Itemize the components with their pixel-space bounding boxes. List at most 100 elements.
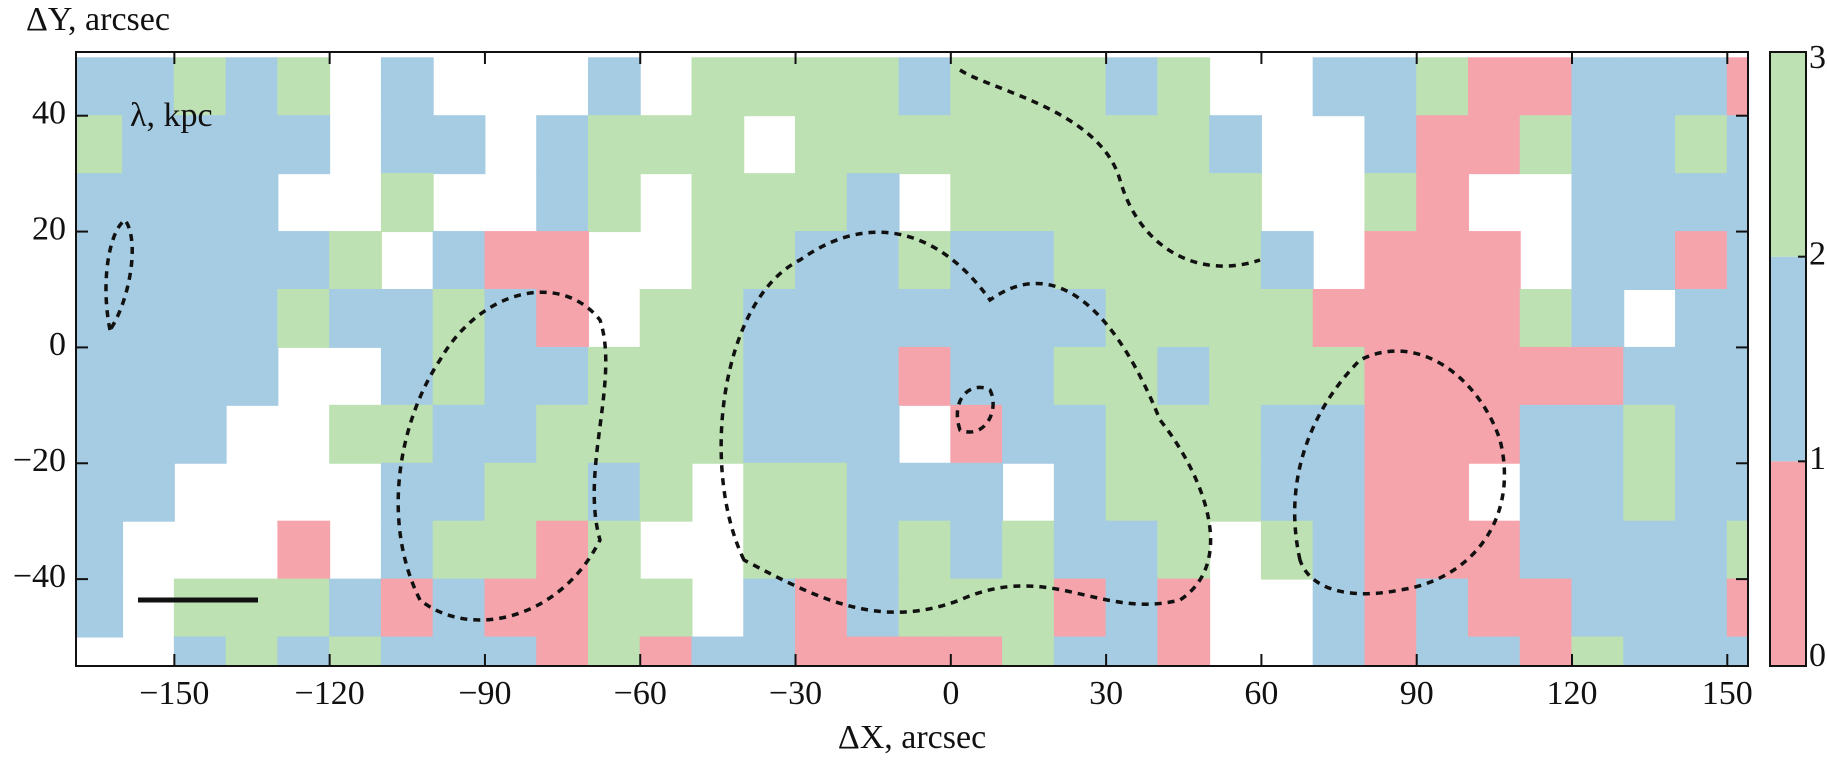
contour-cell (1519, 404, 1573, 464)
contour-cell (1209, 231, 1262, 290)
contour-cell (432, 288, 486, 348)
contour-cell (1571, 578, 1625, 638)
y-tick-label: −40 (13, 558, 66, 595)
contour-cell (1364, 231, 1418, 290)
contour-cell (225, 288, 279, 348)
contour-cell (691, 173, 745, 233)
contour-cell (846, 288, 900, 348)
contour-cell (1002, 578, 1055, 638)
contour-cell (277, 115, 331, 175)
y-axis-label: ΔY, arcsec (26, 1, 170, 38)
contour-cell (846, 231, 900, 290)
contour-cell (277, 57, 331, 117)
contour-cell (743, 636, 797, 666)
contour-cell (898, 231, 952, 290)
contour-cell (691, 346, 745, 406)
contour-cell (1312, 346, 1366, 406)
contour-cell (691, 288, 745, 348)
contour-cell (691, 636, 745, 666)
contour-cell (1157, 288, 1211, 348)
contour-cell (173, 231, 227, 290)
contour-cell (1260, 404, 1314, 464)
contour-cell (950, 288, 1004, 348)
contour-cell (1571, 462, 1625, 522)
contour-cell (277, 288, 331, 348)
contour-cell (1002, 115, 1055, 175)
contour-cell (1053, 57, 1107, 117)
contour-cell (432, 404, 486, 464)
contour-cell (1467, 520, 1521, 580)
contour-cell (536, 288, 589, 348)
contour-cell (76, 173, 124, 233)
contour-cell (1726, 636, 1748, 666)
contour-cell (898, 462, 952, 522)
contour-cell (1105, 288, 1159, 348)
contour-cell (1312, 578, 1366, 638)
x-tick-label: −30 (769, 675, 822, 712)
contour-cell (1675, 346, 1728, 406)
contour-cell (1623, 173, 1677, 233)
contour-cell (743, 231, 797, 290)
contour-cell (173, 57, 227, 117)
contour-cell (795, 520, 848, 580)
contour-cell (1260, 346, 1314, 406)
contour-cell (225, 578, 279, 638)
contour-cell (76, 57, 124, 117)
contour-cell (484, 636, 538, 666)
contour-cell (950, 57, 1004, 117)
contour-cell (1416, 231, 1469, 290)
x-tick-label: 0 (942, 675, 959, 712)
contour-cell (329, 231, 382, 290)
contour-cell (1416, 462, 1469, 522)
contour-cell (1364, 115, 1418, 175)
contour-cell (1312, 462, 1366, 522)
contour-cell (1675, 404, 1728, 464)
contour-cell (846, 115, 900, 175)
contour-cell (1416, 636, 1469, 666)
x-tick-label: 90 (1400, 675, 1434, 712)
contour-cell (846, 173, 900, 233)
contour-cell (1675, 520, 1728, 580)
contour-cell (639, 404, 693, 464)
contour-cell (225, 57, 279, 117)
contour-cell (1726, 231, 1748, 290)
contour-cell (1002, 346, 1055, 406)
contour-cell (639, 578, 693, 638)
contour-cell (587, 173, 641, 233)
colorbar-band (1771, 52, 1805, 257)
contour-cell (1209, 404, 1262, 464)
contour-cell (173, 115, 227, 175)
contour-cell (1260, 231, 1314, 290)
contour-cell (76, 404, 124, 464)
contour-cell (743, 173, 797, 233)
contour-cell (76, 346, 124, 406)
contour-cell (950, 231, 1004, 290)
contour-cell (950, 520, 1004, 580)
contour-lines (104, 68, 1507, 622)
annotation: λ, kpc (130, 97, 213, 134)
contour-cell (1209, 346, 1262, 406)
contour-cell (1675, 173, 1728, 233)
contour-cell (536, 462, 589, 522)
contour-cell (380, 57, 434, 117)
contour-cell (76, 462, 124, 522)
contour-cell (277, 578, 331, 638)
contour-cell (1726, 57, 1748, 117)
contour-cell (1364, 288, 1418, 348)
contour-cell (484, 346, 538, 406)
contour-cell (380, 462, 434, 522)
contour-cell (1571, 636, 1625, 666)
contour-cell (1053, 288, 1107, 348)
contour-cell (639, 115, 693, 175)
contour-cell (795, 231, 848, 290)
contour-cell (1675, 578, 1728, 638)
contour-cell (536, 231, 589, 290)
contour-cell (1002, 404, 1055, 464)
contour-cell (173, 636, 227, 666)
x-axis-label: ΔX, arcsec (838, 719, 986, 756)
x-tick-label: −120 (295, 675, 365, 712)
contour-cell (1053, 346, 1107, 406)
contour-cell (173, 173, 227, 233)
contour-cell (1157, 231, 1211, 290)
